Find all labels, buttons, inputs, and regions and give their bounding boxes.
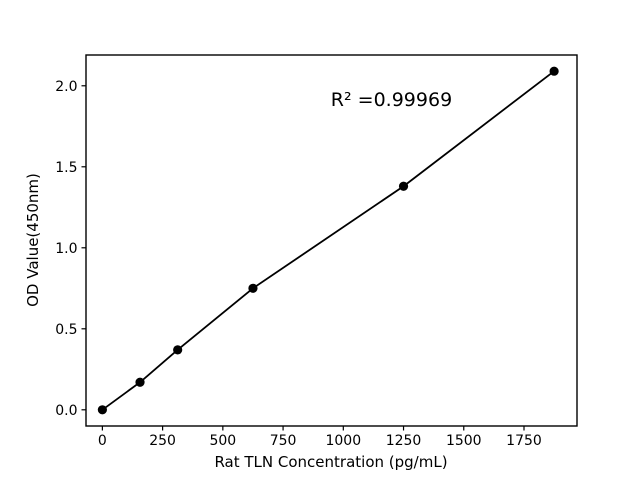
- x-tick-label: 1500: [446, 433, 482, 449]
- data-point: [398, 181, 409, 191]
- data-point: [135, 377, 145, 387]
- x-tick-label: 750: [270, 433, 297, 449]
- y-tick-label: 1.5: [55, 160, 77, 176]
- axes-border: [85, 54, 578, 427]
- x-tick-label: 1750: [506, 433, 542, 449]
- y-tick-label: 1.0: [55, 241, 77, 257]
- fit-line: [101, 70, 556, 411]
- y-axis-label: OD Value(450nm): [24, 173, 42, 307]
- x-tick-label: 0: [98, 433, 107, 449]
- x-axis-label: Rat TLN Concentration (pg/mL): [214, 453, 448, 471]
- x-tick-label: 1250: [386, 433, 422, 449]
- y-tick-label: 0.5: [55, 322, 77, 338]
- y-tick-label: 2.0: [55, 79, 77, 95]
- data-point: [97, 405, 107, 415]
- data-point: [173, 345, 183, 355]
- data-point: [248, 283, 258, 293]
- x-tick-label: 500: [209, 433, 236, 449]
- r-squared-annotation: R² =0.99969: [330, 89, 453, 112]
- x-tick-label: 1000: [325, 433, 361, 449]
- data-point: [549, 66, 559, 76]
- x-tick-label: 250: [149, 433, 176, 449]
- y-tick-label: 0.0: [55, 403, 77, 419]
